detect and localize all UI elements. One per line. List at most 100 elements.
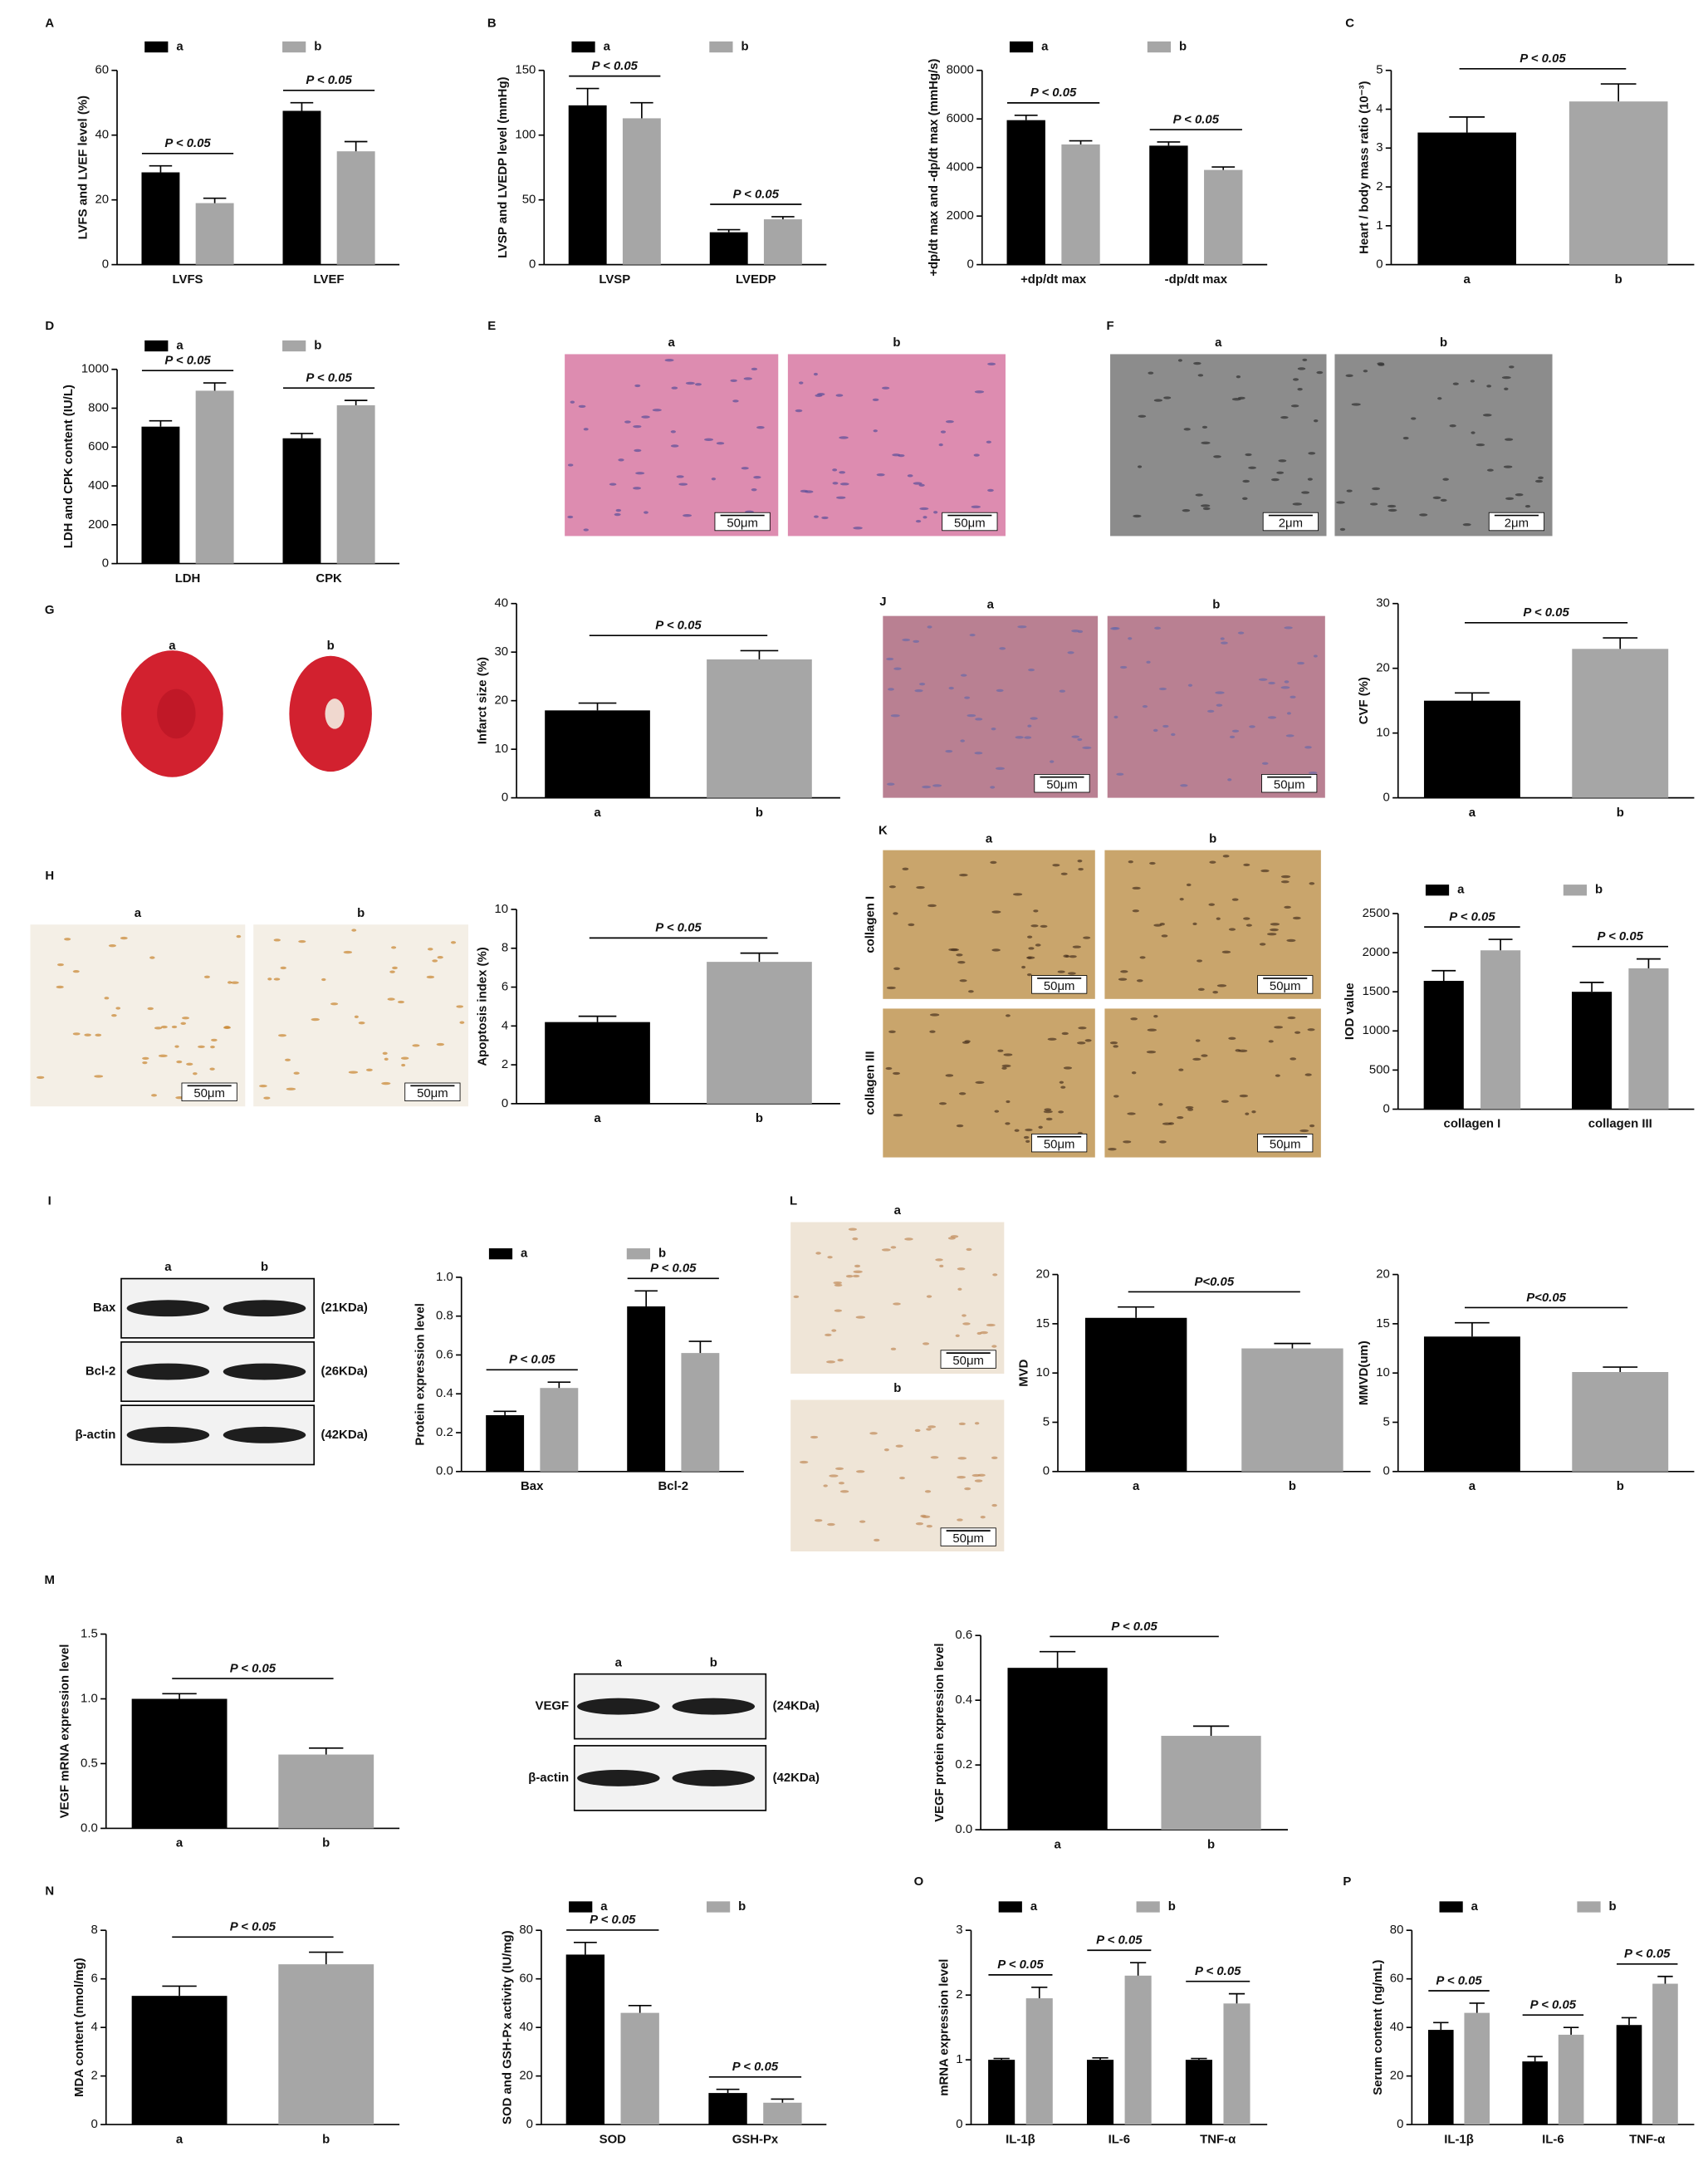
texture bbox=[158, 1054, 168, 1057]
x-tick-label: CPK bbox=[316, 571, 342, 586]
protein-label: Bax bbox=[93, 1301, 116, 1315]
image-label: b bbox=[327, 639, 335, 653]
legend-swatch bbox=[1009, 41, 1034, 53]
scale-bar-box bbox=[940, 1350, 996, 1369]
texture bbox=[881, 1248, 891, 1252]
texture bbox=[990, 860, 997, 865]
bar bbox=[1480, 950, 1521, 1110]
legend-swatch bbox=[626, 1248, 650, 1260]
texture bbox=[1260, 869, 1270, 873]
y-tick-label: 30 bbox=[1376, 596, 1390, 610]
texture bbox=[450, 941, 457, 944]
texture bbox=[890, 714, 900, 718]
y-tick-label: 0 bbox=[1376, 257, 1383, 272]
significance-label: P < 0.05 bbox=[164, 353, 211, 367]
texture bbox=[959, 873, 968, 877]
bar bbox=[1423, 980, 1464, 1110]
y-tick-label: 40 bbox=[495, 596, 509, 610]
y-tick-label: 0 bbox=[956, 2117, 962, 2131]
scale-bar-label: 50μm bbox=[954, 516, 986, 530]
texture bbox=[927, 625, 932, 629]
bar bbox=[545, 1022, 650, 1104]
significance-label: P < 0.05 bbox=[1030, 86, 1077, 100]
texture bbox=[1177, 1115, 1184, 1120]
y-tick-label: 0.2 bbox=[955, 1757, 972, 1772]
protein-label: VEGF bbox=[536, 1699, 570, 1713]
texture bbox=[1158, 1140, 1167, 1144]
bar bbox=[1084, 1317, 1187, 1472]
bar bbox=[278, 1754, 374, 1829]
texture bbox=[583, 528, 589, 532]
texture bbox=[703, 438, 714, 441]
texture bbox=[1147, 1028, 1157, 1032]
texture bbox=[343, 950, 353, 954]
texture bbox=[392, 966, 398, 970]
texture bbox=[382, 1051, 388, 1055]
legend-swatch bbox=[488, 1248, 513, 1260]
texture bbox=[1195, 493, 1203, 497]
texture bbox=[1432, 496, 1441, 499]
texture bbox=[348, 1071, 359, 1074]
texture bbox=[1119, 665, 1128, 669]
lane-label: a bbox=[615, 1655, 623, 1669]
texture bbox=[1476, 443, 1485, 447]
y-tick-label: 4 bbox=[91, 2020, 97, 2034]
texture bbox=[913, 482, 923, 485]
texture bbox=[624, 420, 631, 424]
image-label: b bbox=[1209, 831, 1216, 845]
texture bbox=[938, 1102, 947, 1105]
y-tick-label: 40 bbox=[519, 2020, 533, 2034]
micrograph bbox=[253, 924, 469, 1107]
texture bbox=[996, 689, 1004, 693]
texture bbox=[259, 1084, 267, 1088]
texture bbox=[198, 1045, 205, 1049]
texture bbox=[833, 1281, 842, 1285]
texture bbox=[974, 390, 985, 394]
texture bbox=[873, 429, 878, 433]
texture bbox=[1171, 733, 1176, 737]
texture bbox=[930, 1456, 939, 1459]
scale-bar-box bbox=[942, 512, 998, 532]
texture bbox=[1316, 370, 1324, 375]
x-tick-label: a bbox=[1054, 1837, 1061, 1851]
texture bbox=[293, 1071, 300, 1075]
texture bbox=[741, 467, 749, 470]
significance-label: P < 0.05 bbox=[1523, 605, 1569, 620]
texture bbox=[635, 472, 645, 475]
texture bbox=[273, 978, 281, 981]
significance-label: P < 0.05 bbox=[1530, 1998, 1577, 2012]
texture bbox=[1050, 760, 1055, 763]
legend-label: b bbox=[1595, 883, 1603, 897]
texture bbox=[1301, 491, 1310, 494]
texture bbox=[966, 1247, 972, 1252]
scale-bar-box bbox=[714, 512, 771, 532]
texture bbox=[1241, 497, 1248, 500]
texture bbox=[948, 948, 958, 952]
texture bbox=[1128, 637, 1133, 640]
y-tick-label: 2000 bbox=[1363, 945, 1390, 959]
texture bbox=[1504, 387, 1509, 390]
x-tick-label: GSH-Px bbox=[732, 2132, 779, 2146]
legend-swatch bbox=[1136, 1901, 1160, 1913]
legend-label: b bbox=[738, 1899, 746, 1914]
legend-swatch bbox=[1563, 885, 1588, 896]
texture bbox=[814, 1519, 823, 1522]
texture bbox=[1083, 936, 1091, 939]
texture bbox=[799, 1460, 809, 1464]
texture bbox=[1246, 924, 1252, 927]
texture bbox=[1297, 661, 1305, 665]
texture bbox=[730, 379, 737, 383]
legend-swatch bbox=[707, 1901, 731, 1913]
texture bbox=[890, 1347, 897, 1350]
texture bbox=[1028, 947, 1035, 950]
texture bbox=[84, 1033, 91, 1036]
y-tick-label: 20 bbox=[519, 2069, 533, 2083]
texture bbox=[832, 468, 838, 472]
texture bbox=[886, 657, 894, 661]
x-tick-label: IL-6 bbox=[1542, 2132, 1564, 2146]
texture bbox=[893, 667, 902, 670]
texture bbox=[1077, 860, 1083, 863]
texture bbox=[1369, 502, 1378, 506]
texture bbox=[1128, 860, 1133, 864]
texture bbox=[980, 1330, 988, 1335]
